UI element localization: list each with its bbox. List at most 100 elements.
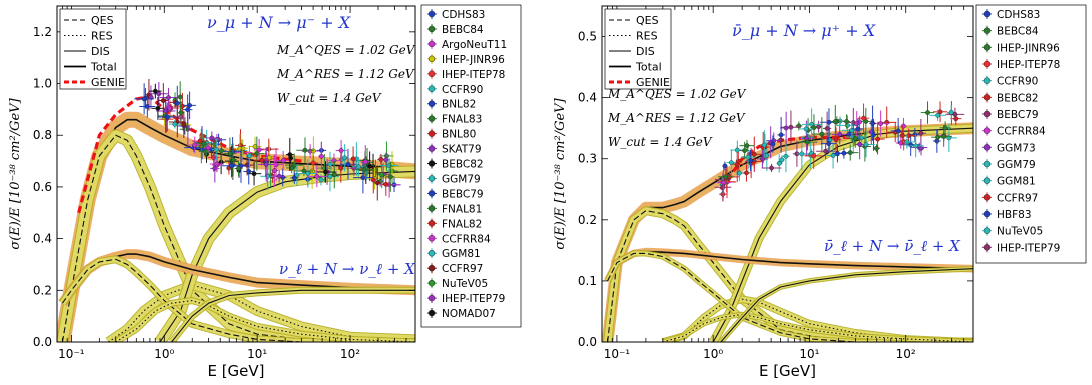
legend-label: NuTeV05 xyxy=(997,226,1043,238)
legend-label: RES xyxy=(636,30,658,43)
legend-marker xyxy=(428,264,436,272)
data-point xyxy=(769,165,774,171)
legend-label: IHEP-JINR96 xyxy=(997,42,1060,54)
process-label-nc: ν_ℓ + N → ν_ℓ + X xyxy=(279,260,416,278)
uncertainty-band xyxy=(602,123,973,342)
data-point xyxy=(384,153,389,159)
legend-frame xyxy=(604,8,672,90)
data-point xyxy=(948,109,954,115)
legend-label: Total xyxy=(635,61,662,74)
data-point xyxy=(847,150,853,155)
y-axis-label: σ(E)/E [10⁻³⁸ cm²/GeV] xyxy=(8,97,23,249)
legend-label: BEBC82 xyxy=(997,92,1039,104)
legend-label: FNAL82 xyxy=(442,218,482,230)
experiment-points xyxy=(714,101,965,202)
legend-label: GGM79 xyxy=(997,159,1036,171)
legend-label: CCFRR84 xyxy=(442,233,491,245)
legend-marker xyxy=(983,194,991,201)
axes-frame xyxy=(56,5,416,343)
legend-label: CCFR97 xyxy=(997,192,1038,204)
x-axis-label: E [GeV] xyxy=(207,362,264,380)
data-point xyxy=(166,95,171,100)
data-point xyxy=(197,138,203,144)
y-tick-label: 0.1 xyxy=(578,274,597,288)
x-axis-label: E [GeV] xyxy=(759,362,816,380)
legend-label: IHEP-ITEP78 xyxy=(997,59,1060,71)
legend-label: CCFRR84 xyxy=(997,126,1046,138)
data-point xyxy=(734,147,740,153)
data-point xyxy=(759,156,765,162)
legend-label: BEBC79 xyxy=(997,109,1039,121)
data-point xyxy=(280,158,286,163)
legend-label: CCFR97 xyxy=(442,263,483,275)
data-point xyxy=(799,151,805,157)
y-tick-label: 0.5 xyxy=(578,30,597,44)
legend-label: CDHS83 xyxy=(442,9,485,21)
data-point xyxy=(841,150,847,156)
data-point xyxy=(913,143,919,149)
data-point xyxy=(370,177,376,183)
data-point xyxy=(870,120,875,126)
y-tick-label: 0.4 xyxy=(33,232,52,246)
legend-label: QES xyxy=(636,14,659,27)
data-point xyxy=(172,121,178,127)
data-point xyxy=(387,174,393,180)
legend-label: NuTeV05 xyxy=(442,278,488,290)
data-point xyxy=(761,142,767,148)
curve-total-cc xyxy=(606,127,973,342)
data-point xyxy=(256,147,262,153)
data-point xyxy=(953,116,959,122)
legend-marker xyxy=(428,160,436,167)
legend-label: FNAL81 xyxy=(442,203,482,215)
data-point xyxy=(144,104,150,109)
legend-marker xyxy=(428,130,436,137)
data-point xyxy=(844,119,849,124)
data-point xyxy=(805,139,810,145)
y-tick-label: 0.3 xyxy=(578,152,597,166)
chart-panel-1: 10⁻¹ 10⁰ 10¹ 10² E [GeV] 0.0 0.2 0.4 0.6 0.8 1.0 1.… xyxy=(8,4,522,380)
data-point xyxy=(192,142,198,148)
data-point xyxy=(178,110,184,116)
data-point xyxy=(852,136,858,141)
data-point xyxy=(214,161,220,167)
legend-label: GGM81 xyxy=(442,248,481,260)
data-point xyxy=(941,133,947,139)
data-point xyxy=(229,163,234,169)
data-point xyxy=(379,172,385,178)
legend-label: BEBC82 xyxy=(442,159,484,171)
data-point xyxy=(266,155,272,161)
legend-marker xyxy=(983,27,991,34)
legend-marker xyxy=(428,235,436,242)
y-tick-label: 0.4 xyxy=(578,91,597,105)
legend-marker xyxy=(983,10,991,18)
data-point xyxy=(350,156,356,162)
x-axis: 10⁻¹ 10⁰ 10¹ 10² E [GeV] xyxy=(601,6,974,380)
legend-marker xyxy=(428,175,436,182)
data-point xyxy=(904,139,910,145)
legend-marker xyxy=(428,40,436,48)
uncertainty-band-edge xyxy=(602,122,973,342)
data-point xyxy=(845,122,850,128)
y-tick-label: 1.2 xyxy=(33,25,52,39)
data-point xyxy=(338,165,344,171)
data-point xyxy=(783,125,789,131)
data-point xyxy=(209,135,215,141)
x-tick-label: 10² xyxy=(340,347,360,361)
x-tick-label: 10⁻¹ xyxy=(604,347,631,361)
legend-marker xyxy=(983,177,991,184)
data-point xyxy=(201,141,207,147)
data-point xyxy=(783,153,789,159)
data-point xyxy=(823,148,829,154)
legend-marker xyxy=(983,60,991,68)
legend-marker xyxy=(428,145,436,152)
data-point xyxy=(331,172,337,177)
process-label-cc: ν̄_μ + N → μ⁺ + X xyxy=(732,21,876,40)
data-point xyxy=(318,153,324,159)
data-point xyxy=(735,158,741,164)
y-axis: 0.0 0.2 0.4 0.6 0.8 1.0 1.2 σ(E)/E [10⁻³⁸ cm²/G… xyxy=(8,25,415,349)
data-point xyxy=(861,115,866,121)
data-point xyxy=(737,170,742,176)
x-tick-label: 10⁰ xyxy=(154,347,174,361)
chart-panel-2: 10⁻¹ 10⁰ 10¹ 10² E [GeV] 0.0 0.1 0.2 0.3 0.4 0.5 σ(… xyxy=(553,4,1087,380)
